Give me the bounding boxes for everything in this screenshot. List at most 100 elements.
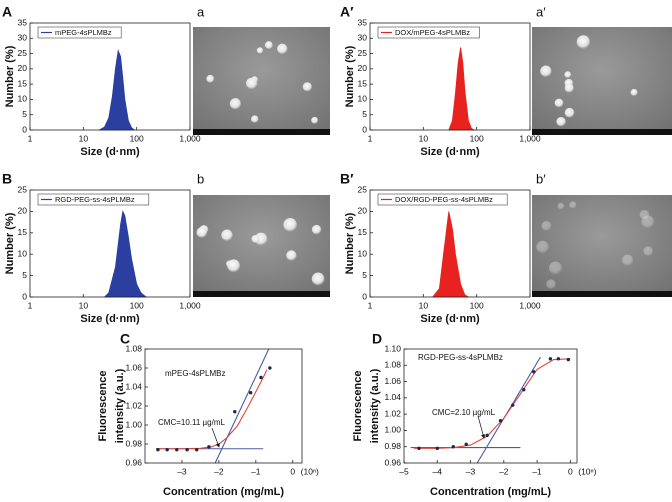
data-point xyxy=(451,445,455,449)
data-point xyxy=(417,446,421,451)
particle xyxy=(229,98,242,110)
sem-info-bar xyxy=(532,129,672,135)
data-point xyxy=(556,357,561,361)
data-point xyxy=(268,366,272,370)
y-tick-label: 1.08 xyxy=(384,360,401,370)
y-tick-label: 1.04 xyxy=(125,381,142,391)
legend-box xyxy=(37,26,122,39)
y-axis-label: Fluorescence xyxy=(97,371,109,442)
particle xyxy=(557,202,565,210)
y-tick-label: 20 xyxy=(18,63,28,73)
sem-background xyxy=(532,27,672,135)
sem-image xyxy=(532,195,672,297)
x-axis-label: Size (d·nm) xyxy=(80,146,140,158)
y-tick-label: 5 xyxy=(22,109,27,119)
particle xyxy=(302,82,312,92)
y-tick-label: 25 xyxy=(358,184,368,194)
annotation: CMC=10.11 µg/mL xyxy=(158,418,225,427)
y-tick-label: 35 xyxy=(18,17,28,27)
annotation-arrow xyxy=(211,427,220,448)
x-axis-label: Size (d·nm) xyxy=(420,146,480,158)
particle xyxy=(569,201,577,209)
y-tick-label: 30 xyxy=(18,33,28,43)
x-tick-label: 100 xyxy=(130,300,144,310)
x-axis-label: Concentration (mg/mL) xyxy=(430,486,551,498)
particle xyxy=(221,229,233,242)
particle xyxy=(564,107,575,118)
distribution-area xyxy=(97,48,136,131)
data-point xyxy=(511,403,515,407)
particle xyxy=(264,41,273,50)
distribution-area xyxy=(103,210,148,298)
particle xyxy=(576,35,591,49)
x-tick-label: 100 xyxy=(470,300,484,310)
chart-panel: B 0 5 10 15 20 25 1 10 100 1,000 Size (d·nm) Number … xyxy=(2,171,201,325)
y-tick-label: 1.00 xyxy=(125,419,142,429)
particle xyxy=(311,224,322,235)
x-tick-label: –1 xyxy=(532,466,542,476)
fit-line xyxy=(156,369,268,450)
chart-panel: B′ 0 5 10 15 20 25 1 10 100 1,000 Size (d·nm) Number… xyxy=(340,171,541,325)
data-point xyxy=(485,433,489,438)
y-tick-label: 30 xyxy=(358,33,368,43)
x-tick-label: –3 xyxy=(466,466,476,476)
x-tick-label: 1 xyxy=(28,133,33,143)
x-tick-label: –4 xyxy=(433,466,443,476)
sem-info-bar xyxy=(193,291,330,297)
sem-background xyxy=(193,27,330,135)
y-tick-label: 0 xyxy=(22,291,27,301)
y-tick-label: 10 xyxy=(18,248,28,258)
y-axis-label: Fluorescence xyxy=(352,371,364,442)
x-unit: (10ⁿ) xyxy=(578,466,596,476)
x-tick-label: 1 xyxy=(368,300,373,310)
particle xyxy=(286,250,297,261)
y-axis-label: intensity (a.u.) xyxy=(114,368,126,443)
data-point xyxy=(248,391,253,395)
data-point xyxy=(207,445,211,449)
y-tick-label: 1.06 xyxy=(384,376,401,386)
plot-frame xyxy=(369,189,531,298)
y-tick-label: 1.02 xyxy=(125,400,142,410)
x-tick-label: 10 xyxy=(419,133,429,143)
data-point xyxy=(156,448,160,452)
y-tick-label: 5 xyxy=(22,270,27,280)
sem-background xyxy=(193,195,330,297)
sem-background xyxy=(532,195,672,297)
legend-box xyxy=(377,26,480,39)
data-point xyxy=(175,448,179,452)
particle xyxy=(564,83,574,93)
y-tick-label: 1.04 xyxy=(384,392,401,402)
data-point xyxy=(195,448,199,452)
image-label: b′ xyxy=(536,171,546,186)
panel-label: A xyxy=(2,4,12,20)
x-tick-label: 10 xyxy=(419,300,429,310)
y-axis-label: Number (%) xyxy=(4,45,16,107)
y-tick-label: 10 xyxy=(358,248,368,258)
y-tick-label: 1.00 xyxy=(384,425,401,435)
particle xyxy=(283,218,298,232)
y-axis-label: Number (%) xyxy=(344,45,356,107)
data-point xyxy=(233,410,237,414)
legend-label: DOX/RGD-PEG-ss-4sPLMBz xyxy=(395,195,493,204)
legend-label: mPEG-4sPLMBz xyxy=(55,28,112,37)
data-point xyxy=(498,418,503,423)
particle xyxy=(622,254,634,266)
data-point xyxy=(464,442,468,446)
particle xyxy=(311,272,325,286)
y-tick-label: 0 xyxy=(22,124,27,134)
particle xyxy=(277,43,288,55)
y-tick-label: 0.98 xyxy=(384,441,401,451)
distribution-area xyxy=(448,47,476,131)
y-axis-label: Number (%) xyxy=(4,212,16,274)
panel-label: B xyxy=(2,171,12,187)
x-tick-label: 10 xyxy=(79,300,89,310)
image-label: b xyxy=(197,171,204,186)
data-point xyxy=(435,446,439,451)
particle xyxy=(250,115,259,123)
sem-image xyxy=(193,195,330,297)
y-tick-label: 20 xyxy=(358,206,368,216)
y-tick-label: 1.10 xyxy=(384,343,401,353)
y-tick-label: 0 xyxy=(362,124,367,134)
chart-panel: A′ 0 5 10 15 20 25 30 35 1 10 100 1,000 Size (d·nm) Nu… xyxy=(340,4,541,158)
plot-frame xyxy=(144,348,303,464)
